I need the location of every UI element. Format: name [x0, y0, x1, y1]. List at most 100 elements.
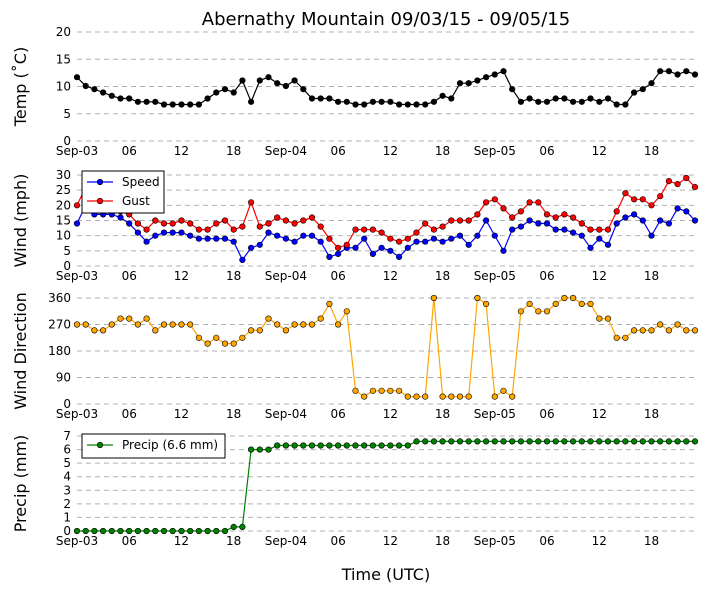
data-point [483, 199, 490, 206]
data-point [439, 438, 446, 445]
data-point [326, 300, 333, 308]
data-point [396, 101, 403, 108]
data-point [517, 98, 525, 105]
data-point [352, 226, 359, 233]
data-point [517, 208, 525, 215]
data-point [596, 315, 603, 322]
data-point [126, 315, 133, 322]
data-point [691, 71, 699, 78]
x-tick-label: 06 [122, 269, 137, 283]
x-tick-label: 12 [592, 269, 607, 283]
x-tick-label: 06 [539, 534, 554, 548]
data-point [613, 220, 620, 227]
data-point [195, 101, 202, 108]
x-tick-label: 12 [592, 144, 607, 158]
data-point [378, 442, 385, 449]
data-point [282, 82, 290, 90]
data-point [657, 68, 664, 75]
data-point [430, 294, 438, 302]
data-point [282, 442, 290, 449]
data-point [317, 95, 324, 102]
data-point [683, 438, 690, 445]
y-tick-label: 7 [63, 429, 71, 443]
data-point [543, 308, 551, 315]
data-point [335, 250, 342, 257]
data-point [308, 232, 316, 239]
y-tick-label: 360 [48, 291, 71, 305]
data-point [622, 438, 629, 445]
data-point [308, 442, 316, 449]
x-tick-label: Sep-05 [474, 144, 516, 158]
data-point [456, 217, 464, 224]
data-point [160, 220, 168, 227]
data-point [543, 98, 551, 105]
data-point [404, 244, 411, 251]
data-point [160, 527, 168, 535]
data-point [352, 101, 359, 108]
data-point [613, 208, 620, 215]
data-point [526, 217, 533, 224]
data-point [126, 95, 133, 102]
data-point [448, 95, 455, 102]
data-point [578, 232, 585, 239]
data-point [561, 95, 568, 102]
data-point [639, 217, 646, 224]
data-point [300, 442, 307, 449]
data-point [204, 527, 211, 535]
data-point [343, 308, 350, 315]
x-tick-label: Sep-04 [265, 269, 307, 283]
data-point [587, 244, 594, 251]
data-point [561, 226, 568, 233]
series-precip-6-6-mm [73, 438, 699, 535]
data-point [526, 300, 533, 308]
data-point [343, 442, 350, 449]
y-tick-label: 6 [63, 443, 71, 457]
data-point [160, 321, 168, 328]
data-point [335, 244, 342, 251]
data-point [239, 334, 246, 341]
data-point [300, 232, 307, 239]
data-point [134, 220, 141, 227]
data-point [413, 438, 420, 445]
data-point [543, 211, 551, 218]
data-point [308, 214, 316, 221]
y-tick-label: 90 [56, 371, 71, 385]
data-point [274, 321, 281, 328]
data-point [517, 223, 525, 230]
y-tick-label: 20 [56, 25, 71, 39]
data-point [256, 223, 263, 230]
data-point [326, 235, 333, 242]
data-point [300, 217, 307, 224]
data-point [665, 327, 673, 334]
data-point [439, 393, 446, 400]
data-point [691, 217, 699, 224]
data-point [578, 98, 585, 105]
x-tick-label: 06 [330, 534, 345, 548]
data-point [369, 226, 377, 233]
data-point [552, 95, 559, 102]
data-point [213, 527, 220, 535]
data-point [291, 238, 298, 245]
data-point [239, 223, 246, 230]
x-tick-label: 18 [644, 534, 659, 548]
data-point [596, 438, 603, 445]
x-tick-label: 18 [435, 144, 450, 158]
data-point [683, 174, 690, 182]
data-point [108, 92, 115, 99]
data-point [326, 95, 333, 102]
y-tick-label: 5 [63, 244, 71, 258]
data-point [648, 80, 655, 87]
data-point [413, 393, 420, 400]
data-point [587, 438, 594, 445]
data-point [300, 321, 307, 328]
data-point [387, 98, 394, 105]
y-tick-label: 270 [48, 318, 71, 332]
legend-marker [96, 197, 104, 205]
y-tick-label: 0 [63, 397, 71, 411]
data-point [169, 101, 176, 108]
data-point [517, 308, 525, 315]
y-tick-label: 2 [63, 497, 71, 511]
x-tick-label: 06 [330, 407, 345, 421]
